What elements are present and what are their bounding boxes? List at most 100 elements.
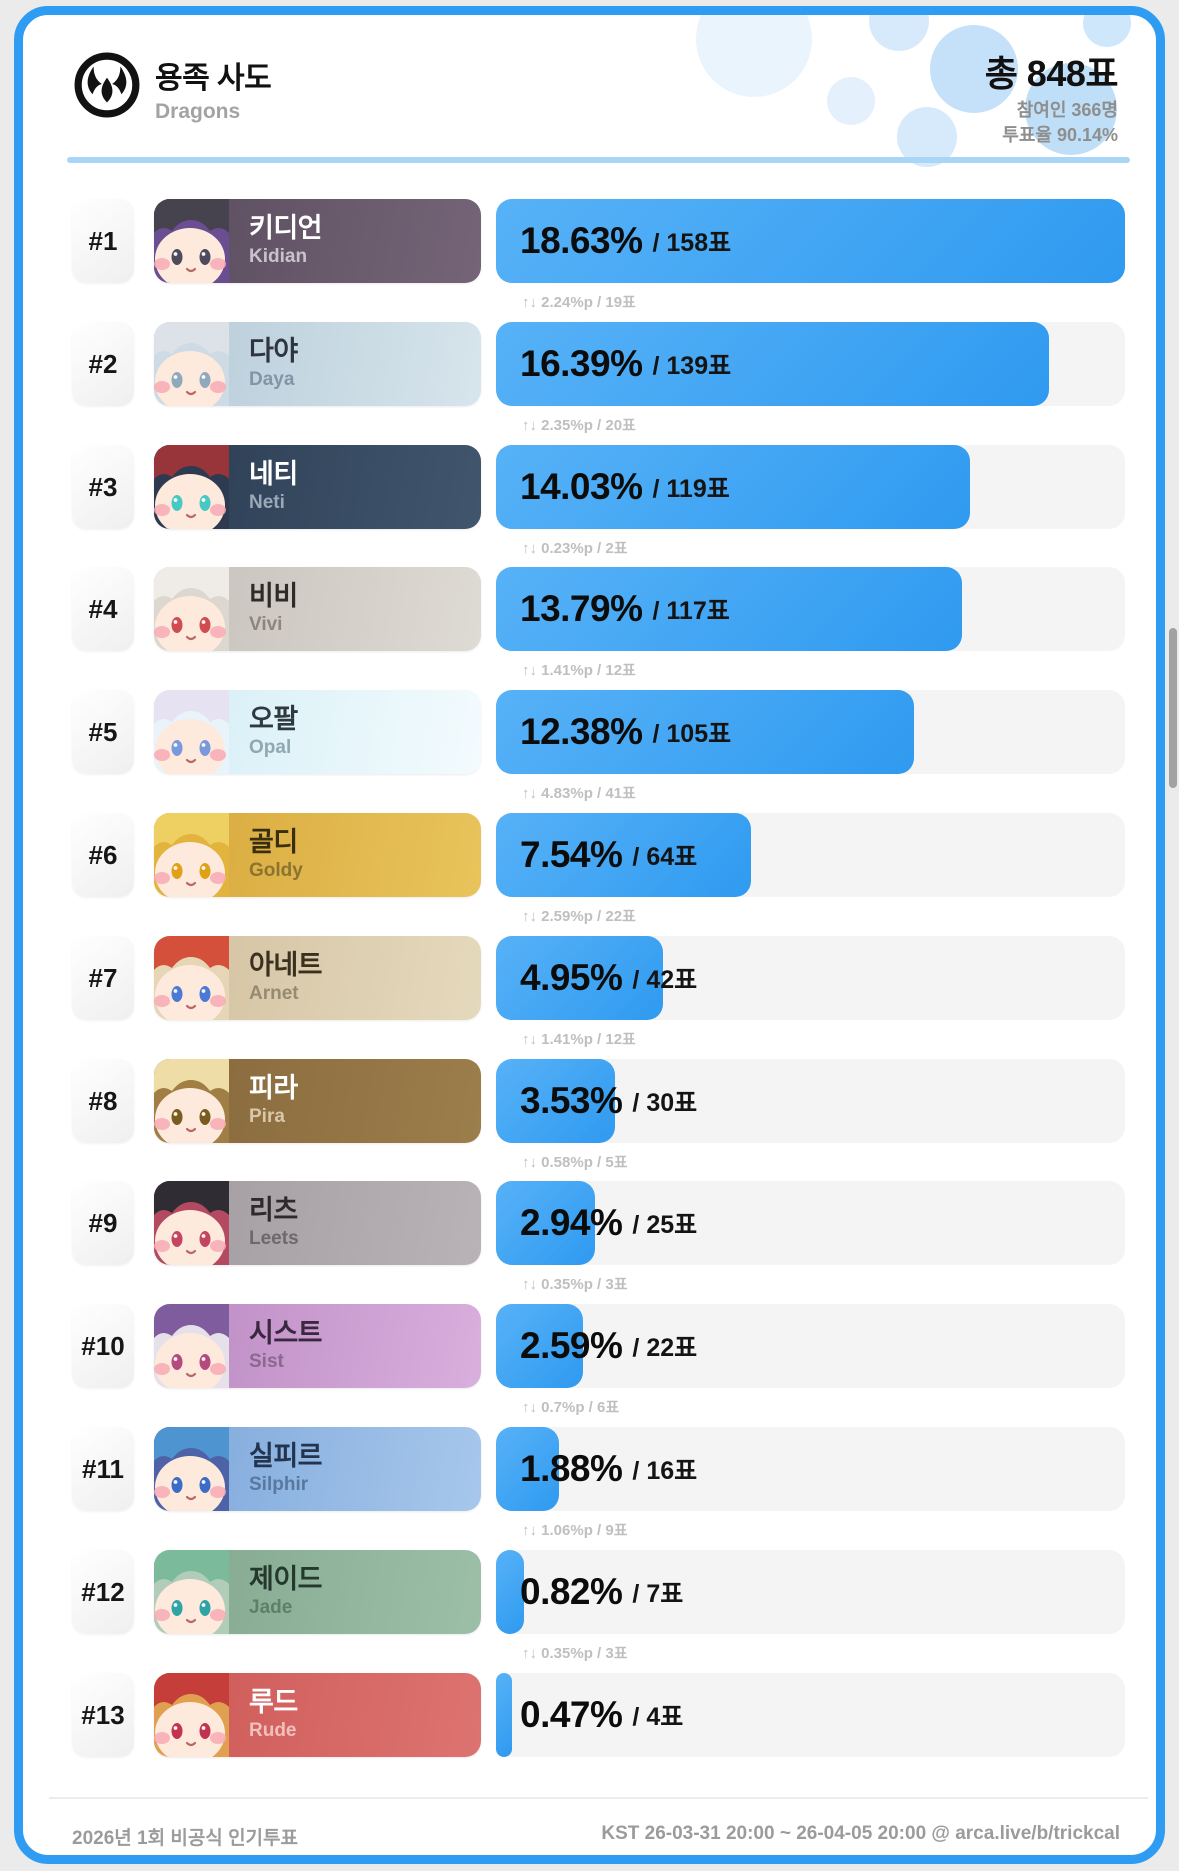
character-avatar bbox=[154, 813, 229, 897]
vote-bar-track: 14.03% / 119표 bbox=[496, 445, 1125, 529]
rank-badge: #9 bbox=[72, 1181, 134, 1265]
vote-value: 7.54% / 64표 bbox=[520, 813, 697, 897]
ranking-row: #9 리츠 Leets 2.94% / 2 bbox=[23, 1181, 1156, 1265]
turnout-rate: 투표율 90.14% bbox=[1002, 124, 1118, 145]
rank-badge: #8 bbox=[72, 1059, 134, 1143]
character-avatar bbox=[154, 936, 229, 1020]
rank-badge: #2 bbox=[72, 322, 134, 406]
vote-bar bbox=[496, 199, 1125, 283]
character-avatar bbox=[154, 445, 229, 529]
character-avatar bbox=[154, 199, 229, 283]
header: 용족 사도 Dragons 총 848표 참여인 366명 투표율 90.14% bbox=[23, 15, 1156, 167]
character-plate: 골디 Goldy bbox=[154, 813, 481, 897]
poll-period-source: KST 26-03-31 20:00 ~ 26-04-05 20:00 @ ar… bbox=[601, 1823, 1120, 1844]
character-avatar bbox=[154, 1059, 229, 1143]
ranking-row: #1 키디언 Kidian 18.63% bbox=[23, 199, 1156, 283]
ranking-row: #5 오팔 Opal 12.38% / 1 bbox=[23, 690, 1156, 774]
character-name-english: Sist bbox=[249, 1350, 284, 1372]
vote-percent: 12.38% bbox=[520, 711, 643, 752]
vote-bar-track: 0.82% / 7표 bbox=[496, 1550, 1125, 1634]
character-name-korean: 네티 bbox=[249, 459, 298, 490]
rank-badge: #11 bbox=[72, 1427, 134, 1511]
character-name-korean: 피라 bbox=[249, 1073, 298, 1104]
vote-count: / 4표 bbox=[632, 1703, 684, 1731]
vote-count: / 117표 bbox=[652, 597, 730, 625]
vote-count: / 16표 bbox=[632, 1457, 698, 1485]
character-plate: 실피르 Silphir bbox=[154, 1427, 481, 1511]
character-plate: 비비 Vivi bbox=[154, 567, 481, 651]
ranking-row: #6 골디 Goldy 7.54% / 6 bbox=[23, 813, 1156, 897]
vote-count: / 64표 bbox=[632, 843, 698, 871]
character-name-english: Kidian bbox=[249, 245, 308, 267]
character-plate: 루드 Rude bbox=[154, 1673, 481, 1757]
character-plate: 키디언 Kidian bbox=[154, 199, 481, 283]
vote-value: 18.63% / 158표 bbox=[520, 199, 731, 283]
vote-bar bbox=[496, 1550, 524, 1634]
ranking-row: #11 실피르 Silphir 1.88% bbox=[23, 1427, 1156, 1511]
character-avatar bbox=[154, 1181, 229, 1265]
character-name-korean: 비비 bbox=[249, 581, 298, 612]
vote-count: / 25표 bbox=[632, 1211, 698, 1239]
change-stat: ↑↓ 2.24%p / 19표 bbox=[522, 294, 636, 311]
ranking-list: #1 키디언 Kidian 18.63% bbox=[23, 15, 1156, 1855]
rank-badge: #13 bbox=[72, 1673, 134, 1757]
ranking-row: #10 시스트 Sist 2.59% / bbox=[23, 1304, 1156, 1388]
character-name-korean: 키디언 bbox=[249, 213, 323, 244]
vote-value: 2.59% / 22표 bbox=[520, 1304, 697, 1388]
vote-percent: 0.82% bbox=[520, 1571, 623, 1612]
poll-edition-label: 2026년 1회 비공식 인기투표 bbox=[72, 1828, 298, 1849]
vote-percent: 16.39% bbox=[520, 343, 643, 384]
vote-count: / 158표 bbox=[652, 229, 732, 257]
vote-bar-track: 18.63% / 158표 bbox=[496, 199, 1125, 283]
character-name-english: Leets bbox=[249, 1227, 299, 1249]
character-avatar bbox=[154, 690, 229, 774]
ranking-row: #12 제이드 Jade 0.82% / bbox=[23, 1550, 1156, 1634]
character-name-english: Opal bbox=[249, 736, 292, 758]
vote-bar bbox=[496, 936, 663, 1020]
character-name-english: Neti bbox=[249, 491, 285, 513]
character-name-english: Arnet bbox=[249, 982, 299, 1004]
vote-count: / 119표 bbox=[652, 475, 730, 503]
vote-percent: 2.59% bbox=[520, 1325, 623, 1366]
character-name-korean: 리츠 bbox=[249, 1195, 298, 1226]
vote-bar-track: 12.38% / 105표 bbox=[496, 690, 1125, 774]
vote-count: / 22표 bbox=[632, 1334, 698, 1362]
vote-bar bbox=[496, 813, 751, 897]
rank-badge: #4 bbox=[72, 567, 134, 651]
character-name-english: Daya bbox=[249, 368, 295, 390]
change-stat: ↑↓ 0.35%p / 3표 bbox=[522, 1276, 628, 1293]
vote-bar bbox=[496, 1427, 559, 1511]
vote-bar-track: 7.54% / 64표 bbox=[496, 813, 1125, 897]
vote-percent: 4.95% bbox=[520, 957, 623, 998]
change-stat: ↑↓ 2.59%p / 22표 bbox=[522, 908, 636, 925]
change-stat: ↑↓ 0.35%p / 3표 bbox=[522, 1645, 628, 1662]
character-plate: 다야 Daya bbox=[154, 322, 481, 406]
vote-percent: 13.79% bbox=[520, 588, 643, 629]
vote-count: / 42표 bbox=[632, 966, 698, 994]
character-plate: 네티 Neti bbox=[154, 445, 481, 529]
character-plate: 제이드 Jade bbox=[154, 1550, 481, 1634]
vote-bar-track: 13.79% / 117표 bbox=[496, 567, 1125, 651]
character-plate: 시스트 Sist bbox=[154, 1304, 481, 1388]
scrollbar-thumb[interactable] bbox=[1169, 628, 1177, 788]
dragon-faction-icon bbox=[73, 51, 141, 119]
vote-value: 14.03% / 119표 bbox=[520, 445, 730, 529]
vote-bar bbox=[496, 322, 1049, 406]
rank-badge: #5 bbox=[72, 690, 134, 774]
ranking-row: #2 다야 Daya 16.39% / 1 bbox=[23, 322, 1156, 406]
decor-bubble bbox=[827, 77, 875, 125]
character-name-english: Vivi bbox=[249, 613, 283, 635]
vote-count: / 139표 bbox=[652, 352, 732, 380]
rank-badge: #7 bbox=[72, 936, 134, 1020]
character-avatar bbox=[154, 322, 229, 406]
character-name-english: Pira bbox=[249, 1105, 285, 1127]
vote-percent: 3.53% bbox=[520, 1080, 623, 1121]
character-avatar bbox=[154, 1673, 229, 1757]
character-name-english: Rude bbox=[249, 1719, 297, 1741]
change-stat: ↑↓ 4.83%p / 41표 bbox=[522, 785, 636, 802]
vote-bar bbox=[496, 567, 962, 651]
vote-bar-track: 2.59% / 22표 bbox=[496, 1304, 1125, 1388]
character-name-korean: 시스트 bbox=[249, 1318, 323, 1349]
vote-percent: 18.63% bbox=[520, 220, 643, 261]
vote-percent: 1.88% bbox=[520, 1448, 623, 1489]
